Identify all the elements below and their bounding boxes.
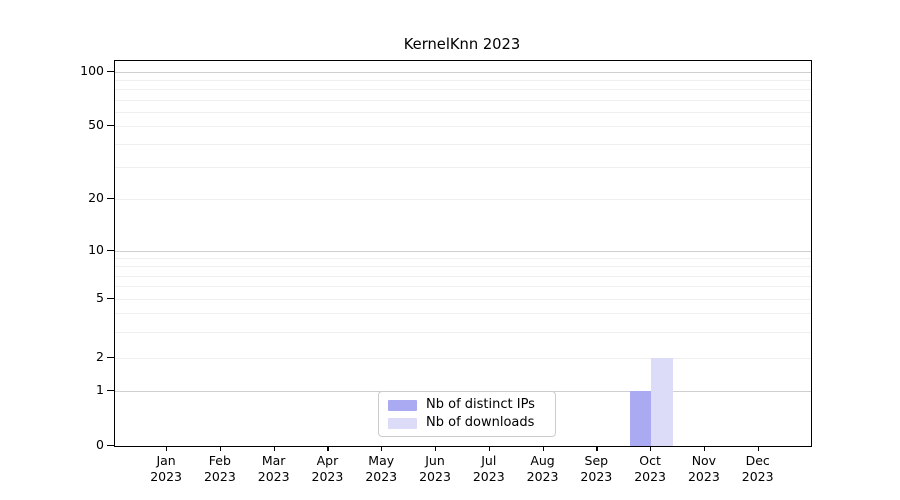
x-tick-label: May 2023: [365, 453, 398, 484]
legend-label-distinct-ips: Nb of distinct IPs: [426, 397, 535, 412]
x-tick-label: Jul 2023: [472, 453, 505, 484]
x-tick-mark: [650, 446, 652, 451]
y-tick-mark: [107, 298, 114, 300]
y-gridline-minor: [115, 99, 811, 101]
y-gridline-minor: [115, 286, 811, 288]
x-tick-mark: [435, 446, 437, 451]
y-gridline-minor: [115, 166, 811, 168]
y-gridline-minor: [115, 357, 811, 359]
y-gridline-minor: [115, 275, 811, 277]
y-tick-mark: [107, 70, 114, 72]
y-gridline-major: [115, 71, 811, 73]
y-tick-label: 2: [96, 348, 104, 364]
y-gridline-major: [115, 251, 811, 252]
bar-downloads: [651, 357, 673, 446]
y-tick-mark: [107, 198, 114, 200]
legend-item-downloads: Nb of downloads: [388, 415, 546, 431]
y-tick-label: 20: [88, 190, 104, 205]
y-gridline-minor: [115, 258, 811, 260]
legend-label-downloads: Nb of downloads: [426, 415, 535, 430]
y-tick-mark: [107, 444, 114, 446]
x-tick-label: Nov 2023: [687, 453, 720, 484]
chart-title: KernelKnn 2023: [403, 36, 521, 53]
x-tick-label: Jun 2023: [419, 453, 451, 484]
legend-swatch-distinct-ips: [388, 399, 417, 411]
y-tick-label: 1: [96, 382, 104, 397]
y-tick-mark: [107, 390, 114, 392]
y-gridline-minor: [115, 79, 811, 81]
x-tick-label: Oct 2023: [634, 453, 667, 484]
y-gridline-minor: [115, 111, 811, 113]
y-gridline-minor: [115, 89, 811, 91]
y-tick-label: 50: [88, 117, 104, 132]
x-tick-mark: [703, 446, 706, 451]
x-tick-label: Sep 2023: [580, 453, 613, 484]
y-gridline-minor: [115, 266, 811, 268]
y-tick-label: 100: [80, 62, 104, 78]
x-tick-mark: [327, 446, 329, 451]
y-tick-mark: [107, 125, 114, 127]
x-tick-label: Apr 2023: [311, 453, 344, 484]
y-gridline-minor: [115, 126, 811, 127]
y-gridline-minor: [115, 331, 811, 333]
legend: Nb of distinct IPs Nb of downloads: [378, 391, 556, 437]
legend-item-distinct-ips: Nb of distinct IPs: [388, 397, 546, 413]
x-tick-mark: [542, 446, 544, 451]
x-tick-label: Feb 2023: [203, 453, 236, 484]
x-tick-mark: [381, 446, 383, 451]
y-gridline-minor: [115, 199, 811, 200]
bar-distinct-ips: [629, 391, 652, 446]
x-tick-mark: [757, 446, 759, 451]
x-tick-mark: [273, 446, 275, 451]
legend-swatch-downloads: [388, 417, 417, 429]
plot-area: [114, 60, 812, 447]
x-tick-label: Aug 2023: [526, 453, 559, 484]
x-tick-label: Mar 2023: [257, 453, 290, 484]
y-tick-mark: [107, 356, 114, 358]
y-tick-label: 5: [96, 290, 104, 305]
x-tick-mark: [488, 446, 490, 451]
y-gridline-minor: [115, 143, 811, 145]
y-gridline-minor: [115, 299, 811, 300]
x-tick-mark: [596, 446, 598, 451]
x-tick-label: Dec 2023: [741, 453, 774, 484]
y-tick-label: 0: [96, 436, 104, 452]
x-tick-mark: [166, 446, 168, 451]
y-tick-mark: [107, 250, 114, 252]
x-tick-mark: [219, 446, 222, 451]
x-tick-label: Jan 2023: [150, 453, 182, 484]
y-tick-label: 10: [88, 242, 104, 257]
y-gridline-minor: [115, 313, 811, 315]
